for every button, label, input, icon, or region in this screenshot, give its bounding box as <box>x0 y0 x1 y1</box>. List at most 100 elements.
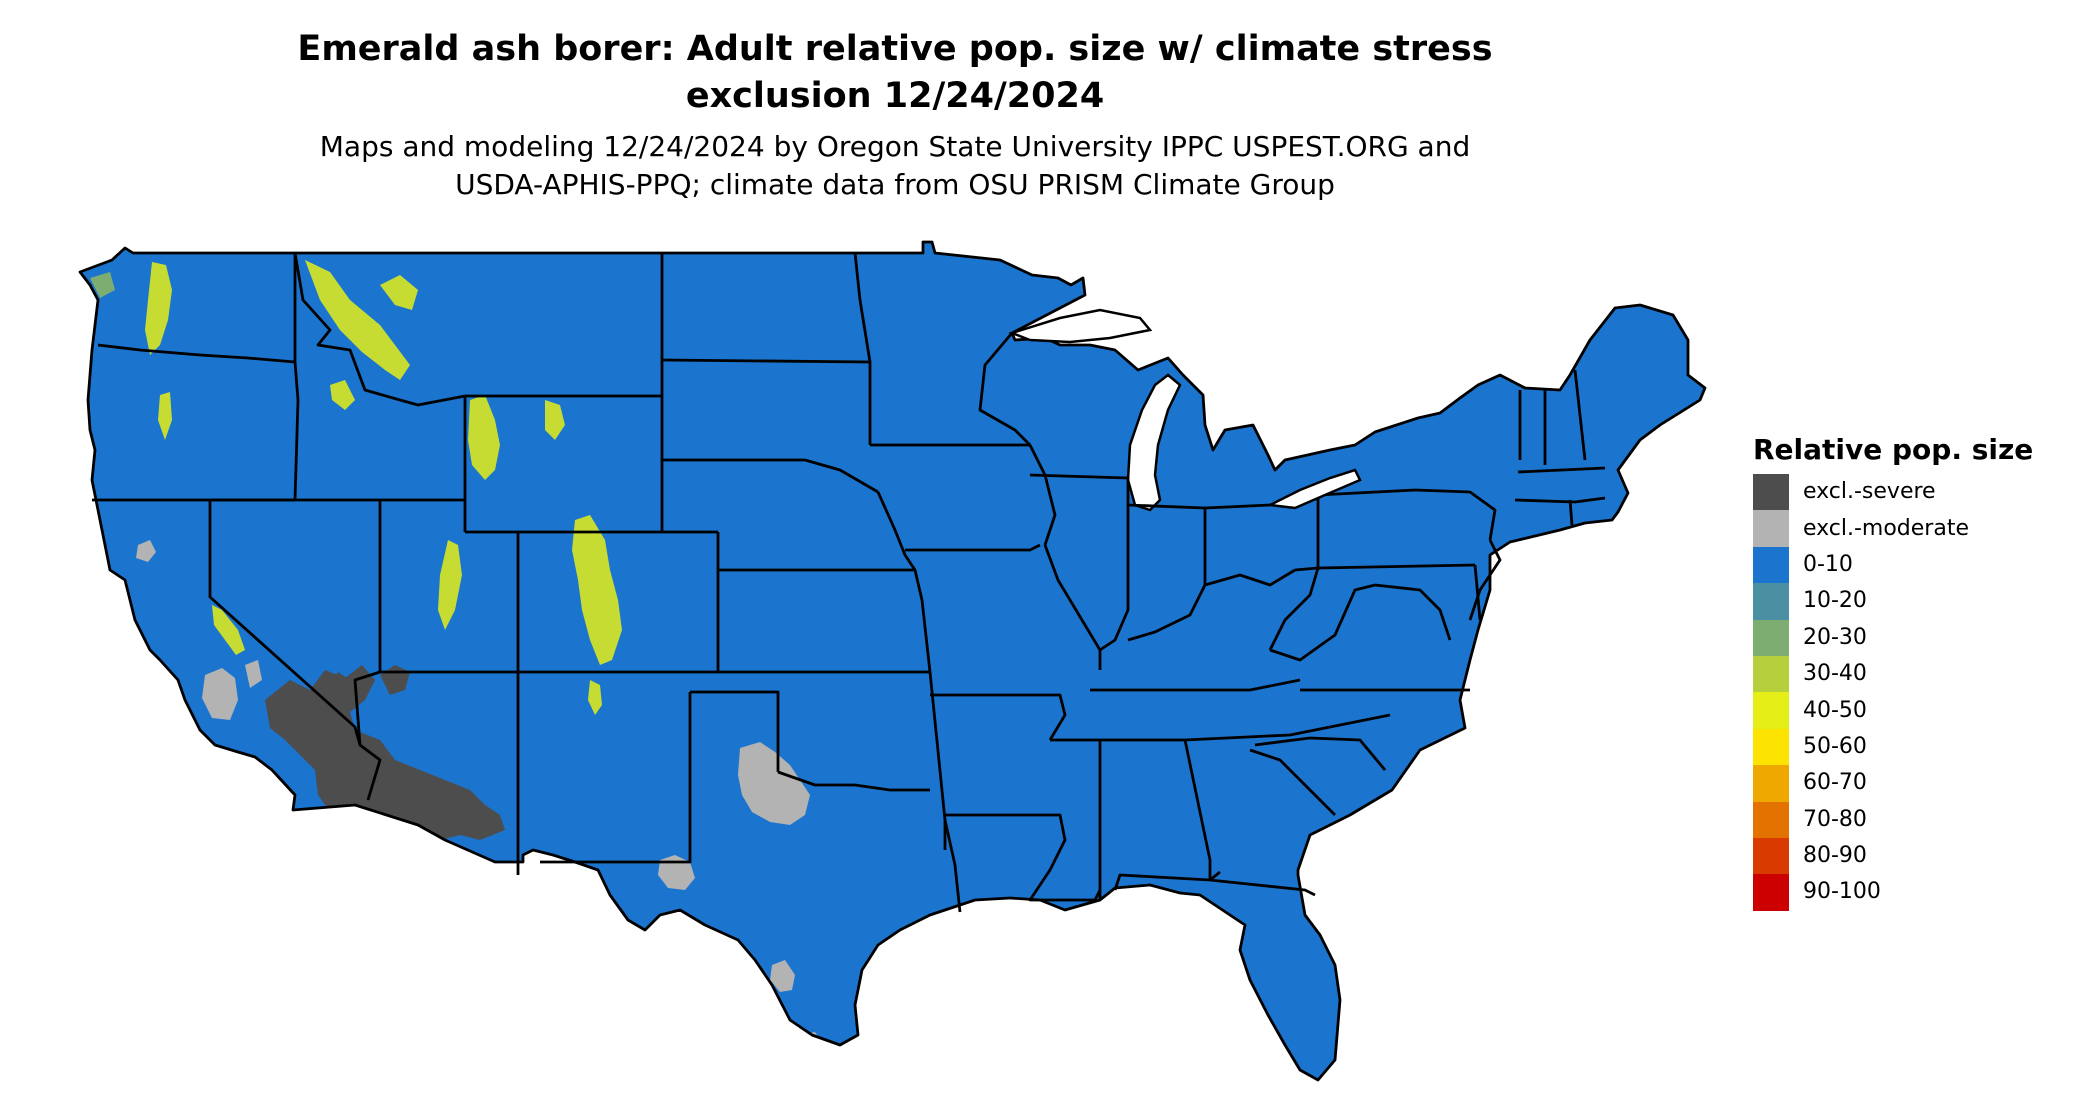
map-subtitle: Maps and modeling 12/24/2024 by Oregon S… <box>0 128 1790 204</box>
border-ms-la <box>1028 869 1102 902</box>
border-nd-sd <box>661 358 871 364</box>
legend-label: 10-20 <box>1803 588 1867 614</box>
legend-swatch <box>1753 801 1789 838</box>
legend-item: 90-100 <box>1753 874 2073 911</box>
border-pa-md <box>1317 563 1476 570</box>
border-wa-or <box>97 343 296 364</box>
border-mo-ar <box>930 693 1067 741</box>
legend-item: 10-20 <box>1753 583 2073 620</box>
map-subtitle-line-1: Maps and modeling 12/24/2024 by Oregon S… <box>319 130 1471 163</box>
great-lakes <box>1008 308 1362 510</box>
excl-moderate-zone <box>136 540 156 562</box>
border-nm-tx <box>540 692 692 864</box>
hotspot-colorado <box>572 515 622 665</box>
border-ma-ct-ri <box>1514 496 1606 504</box>
map-title-line-2: exclusion 12/24/2024 <box>685 76 1105 116</box>
map-subtitle-line-2: USDA-APHIS-PPQ; climate data from OSU PR… <box>455 168 1335 201</box>
legend-item: 0-10 <box>1753 546 2073 584</box>
legend-label: 90-100 <box>1803 879 1881 905</box>
border-or-id <box>293 361 300 501</box>
border-nc-sc <box>1254 736 1387 771</box>
excl-severe-zone <box>265 665 505 840</box>
state-borders <box>78 240 1707 1082</box>
border-nd-mn <box>853 252 872 445</box>
border-ok-panhandle <box>690 690 780 772</box>
legend-swatch <box>1753 728 1789 766</box>
legend-item: 40-50 <box>1753 692 2073 729</box>
excl-moderate-zone <box>202 668 238 720</box>
legend-item: 20-30 <box>1753 619 2073 656</box>
legend-label: 40-50 <box>1803 697 1867 723</box>
legend-item: 60-70 <box>1753 765 2073 802</box>
border-wv-va <box>1269 583 1376 662</box>
border-ny-pa <box>1317 488 1497 541</box>
hotspot-northern-rockies <box>305 260 410 380</box>
hotspot-nm <box>588 680 602 715</box>
border-va-md <box>1374 583 1452 641</box>
hotspot-oregon <box>158 392 172 440</box>
border-ia-mo <box>905 543 1041 552</box>
border-wi-il <box>1029 473 1129 480</box>
border-ar-la <box>945 813 1067 871</box>
legend-item: excl.-moderate <box>1753 510 2073 547</box>
border-ne-ia-mo <box>876 491 932 673</box>
border-ga-sc <box>1249 748 1336 816</box>
legend-title: Relative pop. size <box>1753 433 2034 466</box>
border-al-ga <box>1183 739 1212 880</box>
legend-item: 80-90 <box>1753 837 2073 875</box>
legend-item: excl.-severe <box>1753 474 2073 511</box>
border-ca-nv <box>208 500 382 801</box>
legend-label: 20-30 <box>1803 624 1867 650</box>
us-outline <box>78 240 1707 1082</box>
excl-moderate-zone <box>770 960 795 992</box>
legend-swatch <box>1753 474 1789 511</box>
hotspot-utah <box>438 540 462 630</box>
legend-label: 60-70 <box>1803 770 1867 796</box>
border-nv-az <box>353 670 381 746</box>
legend-label: excl.-severe <box>1803 479 1936 505</box>
legend-swatch <box>1753 765 1789 802</box>
legend-label: 80-90 <box>1803 843 1867 869</box>
border-oh-ky <box>1127 568 1296 642</box>
exclusion-zones <box>90 260 822 1048</box>
excl-moderate-zone <box>658 855 695 890</box>
border-ok-tx-red-river <box>777 770 930 792</box>
legend-swatch <box>1753 583 1789 620</box>
hotspot-cascades <box>145 262 172 355</box>
border-ky-tn <box>1090 678 1301 692</box>
border-tn-ms-al <box>1050 713 1391 742</box>
lake-erie <box>1265 468 1362 510</box>
us-land <box>80 242 1705 1080</box>
legend-item: 50-60 <box>1753 728 2073 766</box>
border-al-fl <box>1113 870 1221 891</box>
hotspot-wyoming <box>468 395 500 480</box>
excl-moderate-zone <box>245 660 262 688</box>
legend-item: 30-40 <box>1753 655 2073 693</box>
legend-label: 30-40 <box>1803 661 1867 687</box>
border-ia-il <box>1028 444 1057 546</box>
border-mi-in-oh <box>1204 503 1271 510</box>
legend-swatch <box>1753 837 1789 875</box>
map-title-line-1: Emerald ash borer: Adult relative pop. s… <box>297 29 1493 69</box>
legend-label: 70-80 <box>1803 806 1867 832</box>
border-nh-me <box>1573 369 1587 461</box>
legend-swatch <box>1753 655 1789 693</box>
border-mo-il-mississippi <box>1043 544 1102 670</box>
border-ma-north <box>1517 466 1606 474</box>
lake-superior <box>1008 308 1153 344</box>
border-sd-ne <box>662 458 879 494</box>
border-de-md <box>1473 564 1482 621</box>
legend-swatch <box>1753 874 1789 911</box>
border-mn-wi <box>978 332 1031 446</box>
legend-label: excl.-moderate <box>1803 515 1969 541</box>
excl-moderate-zone <box>738 742 810 825</box>
border-nj <box>1468 539 1502 621</box>
legend: Relative pop. size excl.-severe excl.-mod… <box>1753 430 2073 911</box>
border-id-mt <box>293 252 466 407</box>
hotspot-idaho-south <box>330 380 355 410</box>
border-ga-fl <box>1209 878 1316 897</box>
legend-swatch <box>1753 619 1789 656</box>
excl-severe-zone <box>328 672 356 710</box>
border-il-in <box>1099 478 1130 652</box>
